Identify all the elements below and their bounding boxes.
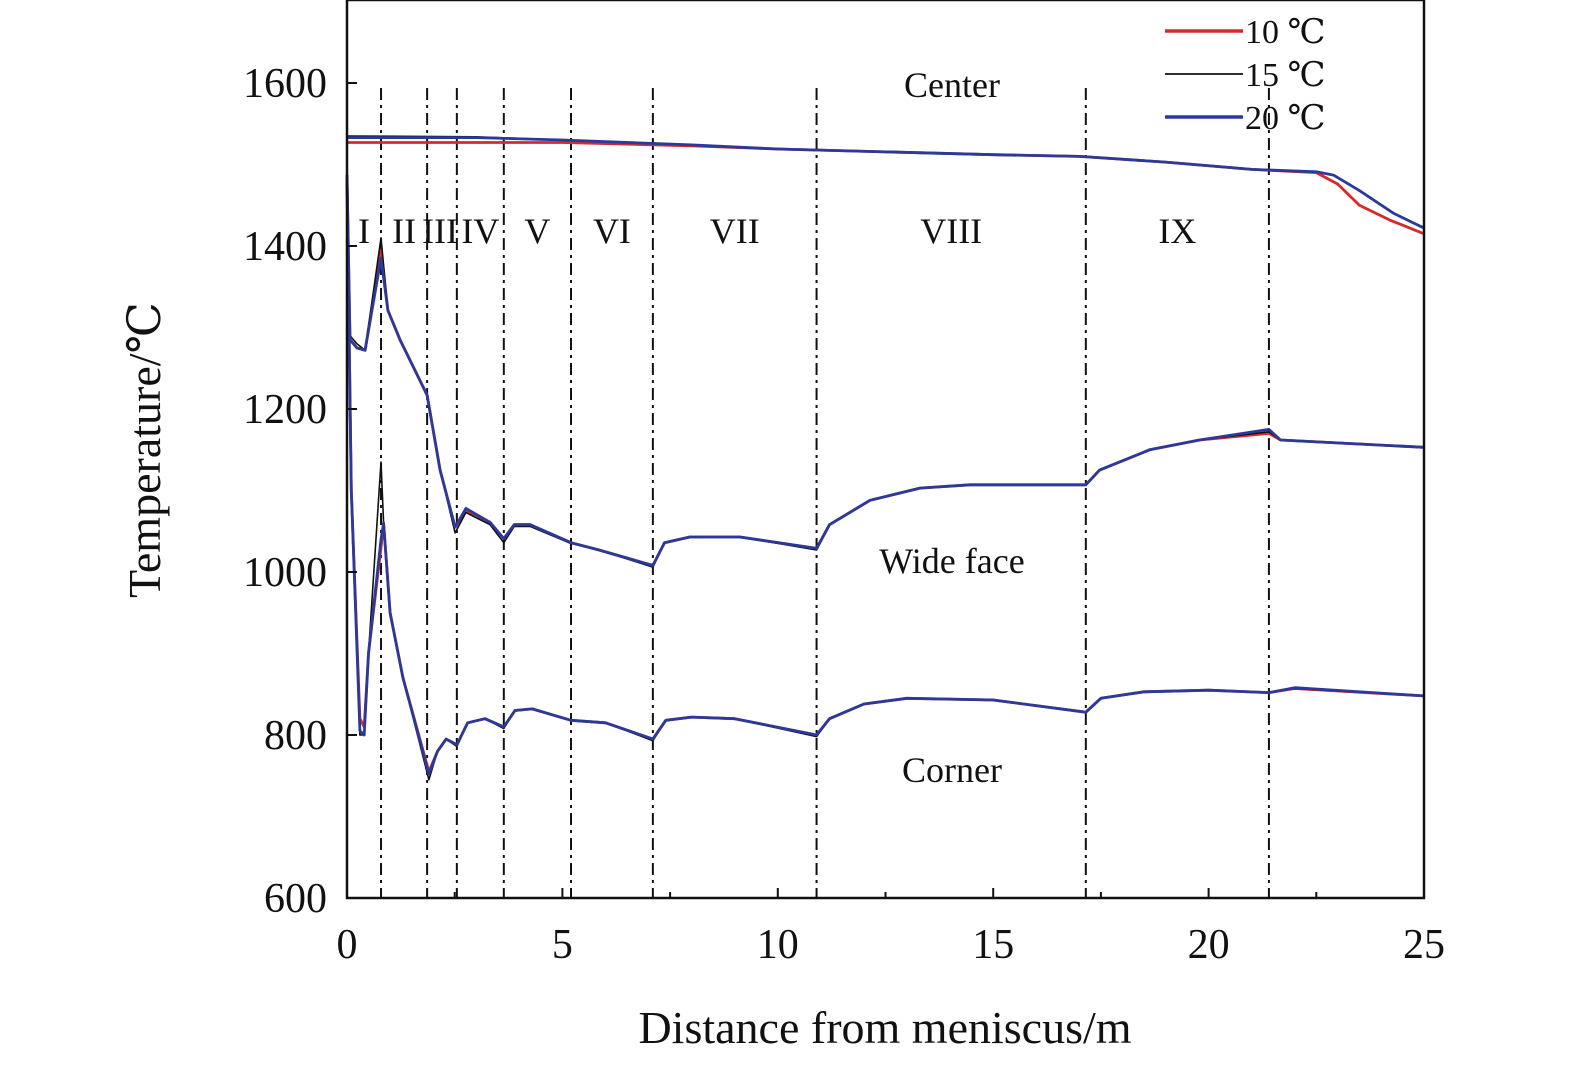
zone-label: II [392, 211, 416, 251]
x-axis-label: Distance from meniscus/m [638, 1002, 1131, 1053]
zone-label: IX [1158, 211, 1196, 251]
zone-boundaries [380, 88, 1270, 898]
y-tick-label: 1000 [243, 550, 327, 596]
zone-label: VI [593, 211, 631, 251]
zone-labels: I II III IV V VI VII VIII IX [358, 211, 1196, 251]
series-line-corner-10- [345, 180, 1425, 774]
x-tick-label: 5 [552, 922, 573, 968]
y-tick-label: 800 [264, 713, 327, 759]
zone-label: III [422, 211, 458, 251]
zone-label: VII [710, 211, 760, 251]
y-tick-label: 1600 [243, 61, 327, 107]
series-line-corner-15- [346, 180, 1425, 781]
series-lines [345, 135, 1425, 781]
x-tick-label: 25 [1403, 922, 1445, 968]
series-line-wide-face-20- [345, 175, 1425, 567]
series-line-center-15- [346, 135, 1425, 229]
zone-label: I [358, 211, 370, 251]
x-tick-label: 10 [757, 922, 799, 968]
y-tick-label: 1200 [243, 387, 327, 433]
annotation-wide-face: Wide face [879, 541, 1024, 581]
zone-label: V [524, 211, 550, 251]
legend-label: 15 ℃ [1245, 57, 1326, 94]
legend-label: 10 ℃ [1245, 14, 1326, 51]
series-line-corner-20- [345, 180, 1425, 776]
y-axis-label: Temperature/℃ [119, 302, 170, 598]
x-tick-label: 0 [337, 922, 358, 968]
zone-label: IV [461, 211, 499, 251]
zone-label: VIII [920, 211, 982, 251]
x-tick-label: 20 [1188, 922, 1230, 968]
y-tick-label: 1400 [243, 224, 327, 270]
annotation-center: Center [904, 65, 1000, 105]
legend-label: 20 ℃ [1245, 100, 1326, 137]
x-tick-label: 15 [972, 922, 1014, 968]
y-tick-label: 600 [264, 876, 327, 922]
series-line-center-20- [347, 136, 1425, 230]
annotation-corner: Corner [902, 750, 1002, 790]
series-line-center-10- [347, 141, 1425, 236]
series-line-wide-face-10- [345, 175, 1425, 567]
series-line-wide-face-15- [346, 175, 1425, 568]
x-axis-ticks: 0 5 10 15 20 25 [337, 888, 1445, 968]
y-axis-ticks: 600 800 1000 1200 1400 1600 [243, 61, 357, 922]
legend: 10 ℃ 15 ℃ 20 ℃ [1165, 14, 1326, 137]
